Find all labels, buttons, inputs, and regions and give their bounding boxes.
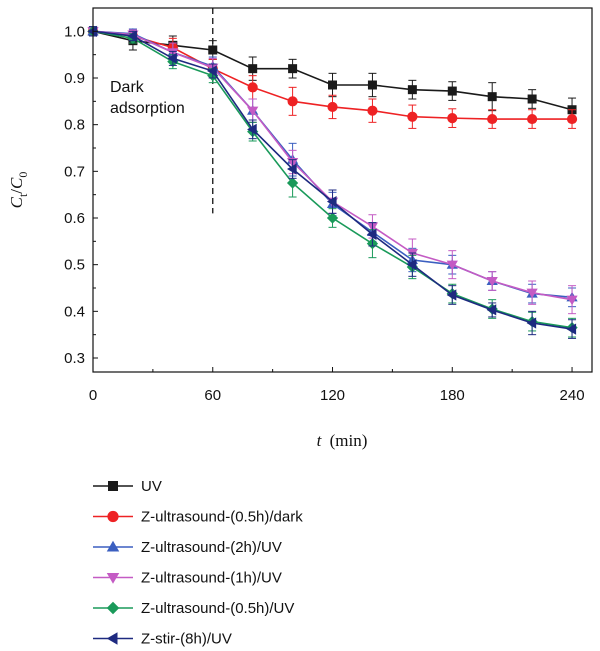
data-point (527, 113, 538, 125)
x-ticks: 0 60 120 180 240 (89, 367, 585, 404)
data-point (87, 25, 98, 37)
data-point (486, 276, 498, 287)
legend-marker (107, 510, 119, 523)
x-tick-label: 240 (560, 387, 585, 404)
data-point (526, 288, 538, 299)
data-point (287, 96, 298, 107)
data-point (527, 94, 537, 104)
data-point (286, 177, 299, 189)
y-axis-title-c1: C (7, 196, 26, 208)
series-line (92, 30, 573, 301)
legend-marker (106, 573, 120, 584)
series-line (92, 30, 573, 299)
y-tick-label: 0.4 (64, 303, 85, 320)
data-point (446, 289, 457, 301)
y-axis-title-c2: C (7, 177, 26, 189)
legend: UV Z-ultrasound-(0.5h)/dark Z-ultrasound-(… (93, 478, 303, 648)
y-ticks: 0.3 0.4 0.5 0.6 0.7 0.8 0.9 1.0 (64, 7, 98, 367)
x-axis-title-unit: (min) (330, 431, 368, 450)
legend-marker (106, 601, 120, 615)
legend-item: Z-ultrasound-(2h)/UV (93, 539, 282, 556)
y-tick-label: 0.8 (64, 117, 85, 134)
data-point (247, 123, 257, 135)
y-tick-label: 0.5 (64, 257, 85, 274)
axes-layer (92, 7, 593, 373)
legend-label: Z-ultrasound-(1h)/UV (141, 570, 282, 587)
data-point (286, 163, 297, 175)
data-point (407, 85, 417, 95)
legend-marker (106, 632, 118, 645)
data-point (487, 92, 497, 102)
data-point (447, 113, 458, 124)
series-5 (87, 25, 577, 339)
plot-layer (87, 8, 578, 339)
data-point (566, 113, 578, 125)
data-point (566, 323, 577, 335)
data-point (247, 82, 258, 93)
data-point (247, 106, 259, 117)
x-axis-title-var: t (317, 431, 323, 450)
legend-label: Z-ultrasound-(0.5h)/dark (141, 509, 303, 526)
data-point (407, 111, 418, 122)
legend-item: Z-stir-(8h)/UV (93, 631, 232, 648)
data-point (328, 80, 338, 90)
y-tick-label: 1.0 (64, 23, 85, 40)
legend-item: Z-ultrasound-(0.5h)/dark (93, 509, 303, 526)
y-axis-title: Ct/C0 (7, 172, 30, 209)
y-axis-title-sub1: t (16, 193, 30, 197)
data-point (167, 52, 177, 65)
x-tick-label: 120 (320, 387, 345, 404)
y-tick-label: 0.3 (64, 350, 85, 367)
data-point (127, 30, 137, 42)
legend-label: Z-ultrasound-(0.5h)/UV (141, 600, 294, 617)
legend-label: Z-stir-(8h)/UV (141, 631, 232, 648)
data-point (446, 260, 458, 271)
data-point (406, 259, 417, 271)
legend-marker (106, 540, 120, 552)
x-tick-label: 60 (204, 387, 221, 404)
data-point (207, 65, 217, 77)
data-point (248, 64, 258, 74)
y-axis-title-sub2: 0 (16, 172, 30, 178)
plot-frame (92, 7, 593, 373)
legend-item: Z-ultrasound-(0.5h)/UV (93, 600, 294, 617)
annotation-line1: Dark (110, 79, 145, 96)
data-point (208, 45, 218, 55)
legend-label: Z-ultrasound-(2h)/UV (141, 539, 282, 556)
data-point (367, 80, 377, 90)
y-axis-title-sep: / (7, 189, 26, 194)
legend-label: UV (141, 478, 162, 495)
x-tick-label: 0 (89, 387, 97, 404)
y-tick-label: 0.6 (64, 210, 85, 227)
data-point (566, 295, 578, 306)
data-point (487, 113, 498, 125)
x-axis-title: t (min) (317, 431, 368, 450)
legend-marker (108, 481, 118, 491)
series-3 (87, 26, 578, 315)
x-tick-label: 180 (440, 387, 465, 404)
data-point (288, 64, 298, 74)
data-point (327, 101, 338, 113)
data-point (367, 105, 378, 116)
data-point (447, 86, 457, 96)
data-point (366, 228, 377, 240)
data-point (326, 212, 339, 224)
data-point (526, 317, 537, 329)
data-point (486, 304, 497, 316)
series-2 (87, 25, 578, 308)
series-4 (87, 25, 578, 338)
legend-item: UV (93, 478, 162, 495)
y-tick-label: 0.9 (64, 70, 85, 87)
annotation-line2: adsorption (110, 100, 185, 117)
legend-item: Z-ultrasound-(1h)/UV (93, 570, 282, 587)
y-tick-label: 0.7 (64, 163, 85, 180)
data-point (326, 196, 337, 208)
